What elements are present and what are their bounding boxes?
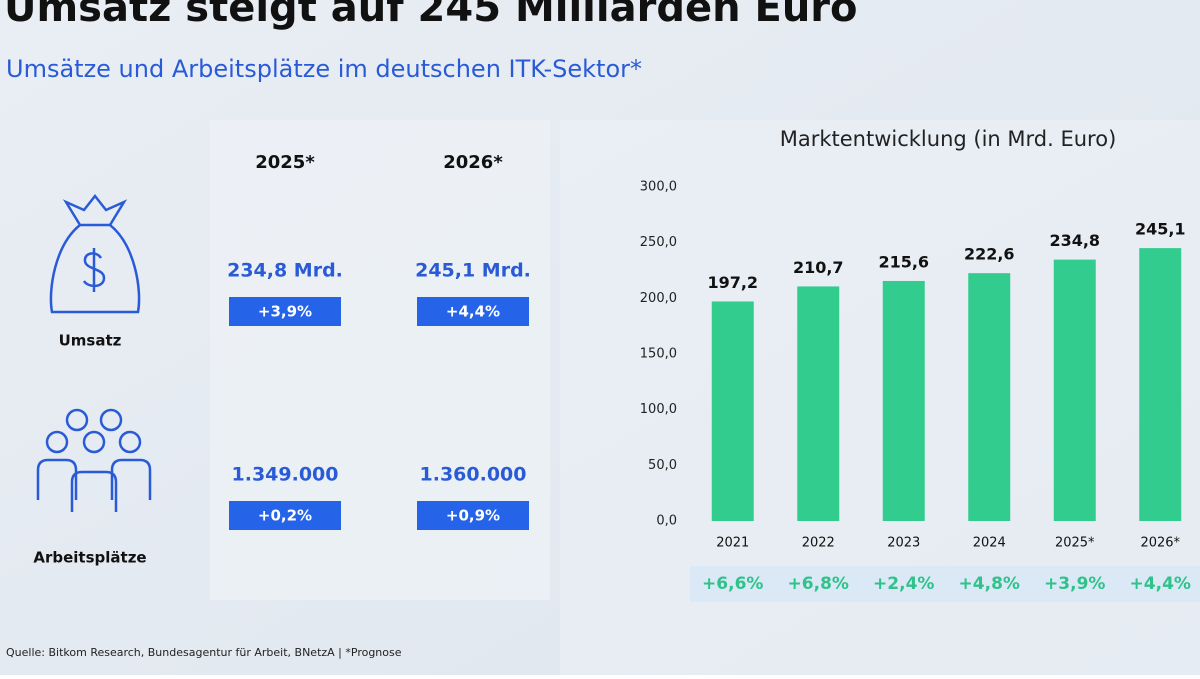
growth-band xyxy=(690,566,1200,602)
kpi-change: +4,4% xyxy=(446,303,500,321)
x-tick-label: 2025* xyxy=(1055,536,1095,551)
y-tick-label: 100,0 xyxy=(640,402,677,417)
row-label: Arbeitsplätze xyxy=(33,549,146,567)
row-label: Umsatz xyxy=(59,332,122,350)
growth-label: +6,8% xyxy=(788,574,849,594)
data-label: 197,2 xyxy=(707,273,758,292)
kpi-change: +3,9% xyxy=(258,303,312,321)
data-label: 222,6 xyxy=(964,245,1015,264)
change-badge xyxy=(229,297,341,326)
kpi-change: +0,9% xyxy=(446,507,500,525)
data-label: 234,8 xyxy=(1049,231,1100,250)
x-tick-label: 2026* xyxy=(1140,536,1180,551)
chart-title: Marktentwicklung (in Mrd. Euro) xyxy=(780,127,1117,151)
bar xyxy=(1053,259,1096,521)
money-bag-icon xyxy=(49,193,141,314)
y-tick-label: 50,0 xyxy=(648,458,677,473)
kpi-value: 234,8 Mrd. xyxy=(227,260,343,282)
bar xyxy=(711,301,754,521)
growth-label: +6,6% xyxy=(702,574,763,594)
growth-label: +3,9% xyxy=(1044,574,1105,594)
bar xyxy=(882,280,925,521)
growth-label: +4,8% xyxy=(959,574,1020,594)
x-tick-label: 2021 xyxy=(716,536,749,551)
column-header: 2025* xyxy=(255,152,315,173)
kpi-value: 1.360.000 xyxy=(420,464,527,486)
data-label: 210,7 xyxy=(793,258,844,277)
x-tick-label: 2023 xyxy=(887,536,920,551)
data-label: 215,6 xyxy=(878,252,929,271)
change-badge xyxy=(417,297,529,326)
footer: Quelle: Bitkom Research, Bundesagentur f… xyxy=(6,646,402,659)
column-header: 2026* xyxy=(443,152,503,173)
y-tick-label: 200,0 xyxy=(640,291,677,306)
change-badge xyxy=(229,501,341,530)
change-badge xyxy=(417,501,529,530)
bar xyxy=(968,273,1011,521)
kpi-value: 1.349.000 xyxy=(232,464,339,486)
y-tick-label: 250,0 xyxy=(640,235,677,250)
bar xyxy=(1139,248,1182,521)
people-icon xyxy=(36,408,152,512)
data-label: 245,1 xyxy=(1135,220,1186,239)
y-tick-label: 300,0 xyxy=(640,180,677,195)
growth-label: +2,4% xyxy=(873,574,934,594)
growth-label: +4,4% xyxy=(1130,574,1191,594)
x-tick-label: 2024 xyxy=(973,536,1006,551)
kpi-change: +0,2% xyxy=(258,507,312,525)
bar xyxy=(797,286,840,521)
subtitle: Umsätze und Arbeitsplätze im deutschen I… xyxy=(6,55,642,83)
y-tick-label: 0,0 xyxy=(656,514,677,529)
title: Umsatz steigt auf 245 Milliarden Euro xyxy=(4,0,858,31)
kpi-value: 245,1 Mrd. xyxy=(415,260,531,282)
x-tick-label: 2022 xyxy=(802,536,835,551)
y-tick-label: 150,0 xyxy=(640,347,677,362)
